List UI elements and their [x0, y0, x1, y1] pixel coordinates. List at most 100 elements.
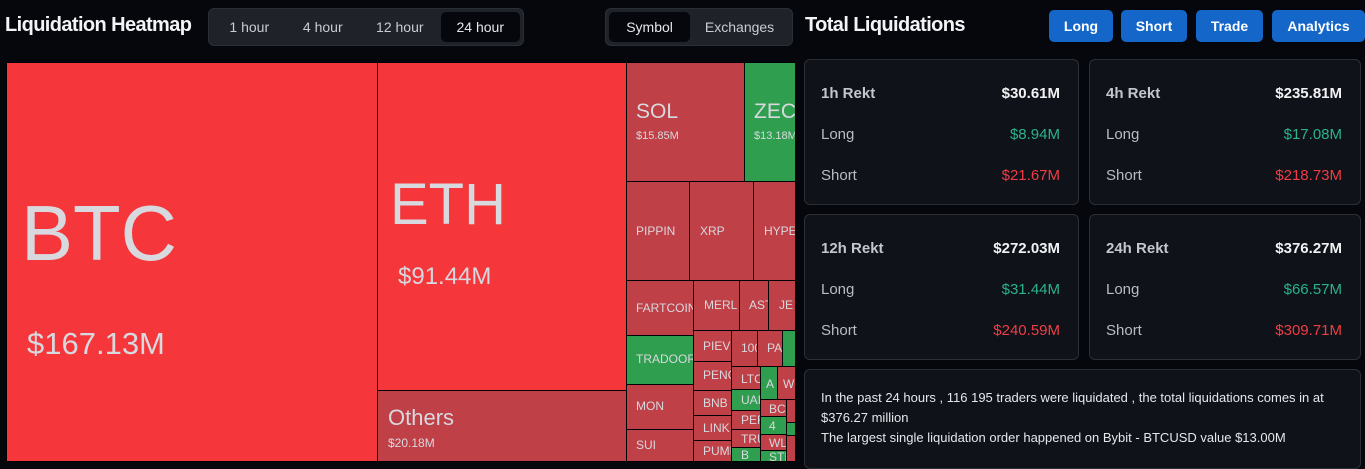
long-button[interactable]: Long	[1049, 10, 1113, 42]
long-label: Long	[821, 126, 855, 143]
cell-symbol: HYPE	[764, 224, 795, 238]
short-value: $21.67M	[1001, 167, 1060, 184]
short-label: Short	[1106, 322, 1142, 339]
cell-symbol: PIPPIN	[636, 224, 676, 238]
cell-symbol: MON	[636, 399, 664, 413]
trade-button[interactable]: Trade	[1196, 10, 1263, 42]
short-value: $218.73M	[1275, 167, 1342, 184]
treemap-cell-uai[interactable]: UAI	[731, 389, 761, 411]
cell-symbol: JE	[779, 298, 794, 312]
card-label: 4h Rekt	[1106, 85, 1161, 102]
tab-12-hour[interactable]: 12 hour	[376, 19, 424, 35]
analytics-button[interactable]: Analytics	[1272, 10, 1365, 42]
treemap-cell-peng[interactable]: PENG	[693, 361, 732, 391]
cell-symbol: BC	[769, 402, 786, 416]
treemap-cell-hype[interactable]: HYPE	[753, 181, 795, 281]
heatmap-title: Liquidation Heatmap	[5, 14, 192, 36]
treemap-cell-sol[interactable]: SOL $15.85M	[626, 62, 745, 182]
short-value: $240.59M	[993, 322, 1060, 339]
card-24h-rekt: 24h Rekt $376.27M Long $66.57M Short $309.7…	[1089, 214, 1361, 360]
cell-symbol: ETH	[390, 172, 506, 237]
treemap-cell-piev[interactable]: PIEV	[693, 330, 732, 362]
treemap-cell-link[interactable]: LINK	[693, 415, 732, 441]
cell-symbol: 4	[769, 419, 776, 433]
cell-value: $13.18M	[754, 130, 795, 142]
treemap-cell-pippin[interactable]: PIPPIN	[626, 181, 690, 281]
total-liquidations-title: Total Liquidations	[805, 14, 966, 36]
treemap-cell-bnb[interactable]: BNB	[693, 390, 732, 416]
treemap-cell-w[interactable]: W	[777, 366, 795, 400]
cell-symbol: LINK	[703, 421, 730, 435]
card-4h-rekt: 4h Rekt $235.81M Long $17.08M Short $218.73…	[1089, 59, 1361, 205]
cell-symbol: SOL	[636, 100, 679, 123]
cell-symbol: AST	[749, 298, 768, 312]
cell-value: $167.13M	[27, 326, 165, 361]
cell-symbol: MERL	[704, 298, 738, 312]
cell-symbol: PIEV	[703, 339, 731, 353]
treemap-cell-red-tiny[interactable]	[786, 399, 795, 423]
treemap-cell-green-small[interactable]	[782, 330, 795, 367]
cell-symbol: PENG	[703, 368, 731, 382]
card-total: $376.27M	[1275, 240, 1342, 257]
treemap-cell-je[interactable]: JE	[768, 280, 795, 331]
cell-symbol: WL	[769, 436, 787, 450]
short-value: $309.71M	[1275, 322, 1342, 339]
treemap-cell-fartcoin[interactable]: FARTCOIN	[626, 280, 694, 336]
treemap-cell-sti[interactable]: STI	[760, 450, 787, 462]
treemap-cell-eth[interactable]: ETH $91.44M	[377, 62, 627, 391]
treemap-cell-xrp[interactable]: XRP	[689, 181, 754, 281]
tab-exchanges[interactable]: Exchanges	[704, 19, 775, 35]
cell-symbol: PEF	[741, 413, 760, 427]
cell-symbol: BTC	[21, 189, 177, 277]
summary-line-2: The largest single liquidation order hap…	[821, 430, 1286, 445]
cell-symbol: TRADOOR	[636, 352, 694, 366]
card-total: $30.61M	[1001, 85, 1060, 102]
treemap-cell-pump[interactable]: PUMP	[693, 440, 732, 462]
treemap-cell-pa[interactable]: PA	[757, 330, 783, 367]
cell-value: $91.44M	[398, 263, 492, 290]
cell-symbol: PA	[767, 341, 783, 355]
treemap-cell-pef[interactable]: PEF	[731, 410, 761, 430]
cell-symbol: BNB	[703, 396, 728, 410]
treemap-cell-zec[interactable]: ZEC $13.18M	[744, 62, 795, 182]
treemap-cell-b[interactable]: B	[731, 447, 761, 462]
card-label: 24h Rekt	[1106, 240, 1169, 257]
short-button[interactable]: Short	[1121, 10, 1187, 42]
liquidation-summary: In the past 24 hours , 116 195 traders w…	[804, 369, 1361, 469]
treemap-cell-100[interactable]: 100	[731, 330, 758, 367]
short-label: Short	[1106, 167, 1142, 184]
treemap-cell-tru[interactable]: TRU	[731, 429, 761, 448]
tab-1-hour[interactable]: 1 hour	[229, 19, 270, 35]
tab-4-hour[interactable]: 4 hour	[302, 19, 343, 35]
short-label: Short	[821, 167, 857, 184]
treemap-cell-btc[interactable]: BTC $167.13M	[6, 62, 378, 462]
long-value: $31.44M	[1001, 281, 1060, 298]
treemap-cell-tradoor[interactable]: TRADOOR	[626, 335, 694, 385]
treemap-cell-wl[interactable]: WL	[760, 434, 787, 451]
tab-symbol[interactable]: Symbol	[609, 12, 691, 42]
treemap-cell-4[interactable]: 4	[760, 416, 787, 435]
treemap-cell-mon[interactable]: MON	[626, 384, 694, 430]
long-value: $8.94M	[1009, 126, 1060, 143]
treemap-cell-green-tiny[interactable]	[786, 422, 795, 436]
long-value: $66.57M	[1283, 281, 1342, 298]
cell-value: $20.18M	[388, 436, 435, 450]
treemap-cell-merl[interactable]: MERL	[693, 280, 740, 331]
time-range-selector: 1 hour 4 hour 12 hour 24 hour	[208, 8, 524, 46]
cell-symbol: SUI	[636, 438, 657, 452]
treemap-cell-red-tiny-2[interactable]	[786, 435, 795, 462]
cell-symbol: STI	[769, 450, 787, 462]
treemap-cell-ltc[interactable]: LTC	[731, 366, 761, 390]
cell-symbol: XRP	[700, 224, 725, 238]
card-label: 12h Rekt	[821, 240, 884, 257]
treemap-cell-sui[interactable]: SUI	[626, 429, 694, 462]
tab-24-hour[interactable]: 24 hour	[440, 12, 520, 42]
treemap-cell-a[interactable]: A	[760, 366, 778, 400]
cell-symbol: B	[741, 448, 750, 462]
card-label: 1h Rekt	[821, 85, 876, 102]
treemap-cell-others[interactable]: Others $20.18M	[377, 390, 627, 462]
summary-line-1: In the past 24 hours , 116 195 traders w…	[821, 390, 1324, 425]
treemap-cell-ast[interactable]: AST	[739, 280, 769, 331]
short-label: Short	[821, 322, 857, 339]
treemap-cell-bc[interactable]: BC	[760, 399, 787, 417]
